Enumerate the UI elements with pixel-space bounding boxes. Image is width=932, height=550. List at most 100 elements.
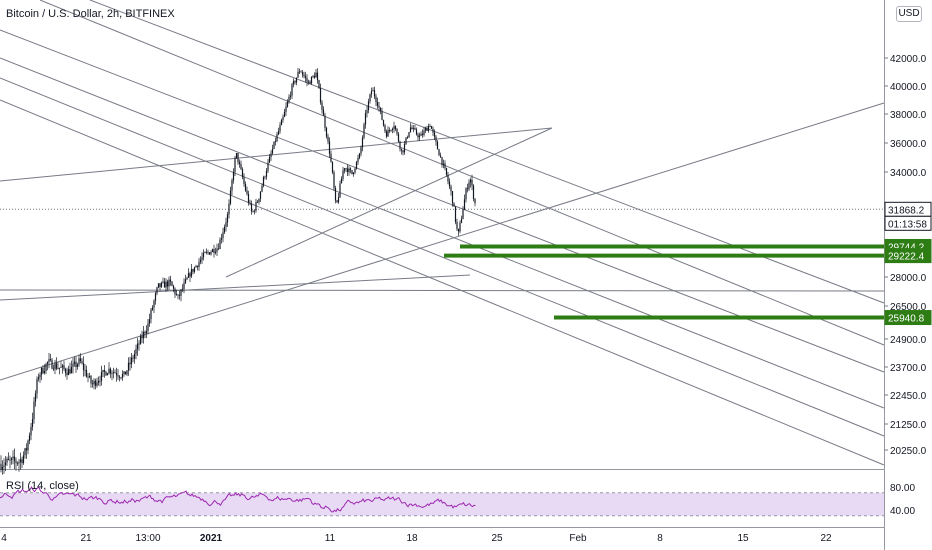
candle-body [154,293,157,301]
candle-body [270,153,272,157]
candle-body [451,191,454,204]
candle-body [384,125,386,132]
candle-body [256,202,259,203]
candle-body [346,168,349,173]
candle-body [88,376,91,378]
candle-body [286,101,289,107]
candle-body [430,126,433,129]
candle-body [378,105,380,108]
candle-body [315,72,317,78]
candle-body [261,185,263,192]
candle-body [235,153,238,159]
candle-body [363,124,365,138]
candle-body [157,283,160,288]
candle-body [183,282,185,289]
candle-body [351,170,353,174]
candle-body [55,363,58,369]
candle-body [337,197,340,203]
candle-body [393,126,395,129]
candle-body [439,155,442,158]
candle-body [184,279,187,283]
candle-body [226,214,229,223]
candle-body [208,252,211,255]
rsi-indicator-label: RSI (14, close) [6,480,79,492]
candle-body [210,252,212,255]
candle-body [429,126,431,127]
candle-body [159,283,161,287]
candle-body [6,458,8,463]
candle-body [199,259,202,263]
candle-body [40,367,43,375]
candle-body [328,141,331,154]
candle-body [309,81,311,84]
time-tick-label: 11 [325,533,336,544]
candle-body [129,362,131,365]
candle-body [0,463,2,470]
candle-body [334,188,337,201]
candle-body [45,363,47,371]
candle-body [48,359,50,363]
candle-body [369,94,371,102]
candle-body [57,368,59,369]
price-badge-label: 29222.4 [888,252,925,263]
candle-body [160,282,163,287]
candle-body [297,71,299,78]
candle-body [76,364,79,367]
candle-body [457,228,460,232]
candle-body [177,294,179,296]
candle-body [223,226,226,233]
candle-body [207,251,209,253]
candle-body [298,71,301,73]
price-tick-label: 22450.0 [890,391,927,402]
candle-body [105,371,107,376]
candle-body [117,375,119,377]
candle-body [382,119,385,126]
candle-body [204,252,206,253]
candle-body [18,461,20,464]
candle-body [213,249,215,253]
candle-body [273,141,275,149]
candle-body [238,162,241,165]
candle-body [352,172,355,174]
candle-body [232,171,235,181]
trend-line [0,289,885,292]
candle-body [303,74,305,77]
candle-body [343,168,346,171]
candle-body [387,130,389,137]
price-tick-label: 34000.0 [890,168,927,179]
candle-body [36,379,38,394]
trend-line [225,127,553,278]
price-tick-label: 26500.0 [890,302,927,313]
candle-body [144,331,146,334]
candle-body [73,361,76,364]
candle-body [354,168,356,173]
candle-body [453,203,455,207]
candle-body [190,269,193,277]
candle-body [31,419,34,427]
candle-body [394,126,397,130]
candle-body [162,281,164,283]
candle-body [400,148,403,151]
candle-body [78,358,80,365]
candle-body [240,164,242,170]
candle-body [9,459,11,461]
candle-body [166,281,169,287]
candle-body [250,203,253,212]
candle-body [247,194,250,203]
candle-body [126,370,128,375]
time-tick-label: 4 [1,533,7,544]
candle-body [372,90,374,92]
candle-body [414,128,416,130]
candle-body [441,157,443,165]
candle-body [58,367,61,369]
candle-body [30,427,32,436]
candle-body [198,262,200,268]
candle-body [112,372,115,374]
currency-selector[interactable]: USD [896,6,922,22]
candle-body [295,77,298,83]
candle-body [463,199,466,210]
time-tick-label: 13:00 [135,533,160,544]
trend-line [0,99,885,466]
